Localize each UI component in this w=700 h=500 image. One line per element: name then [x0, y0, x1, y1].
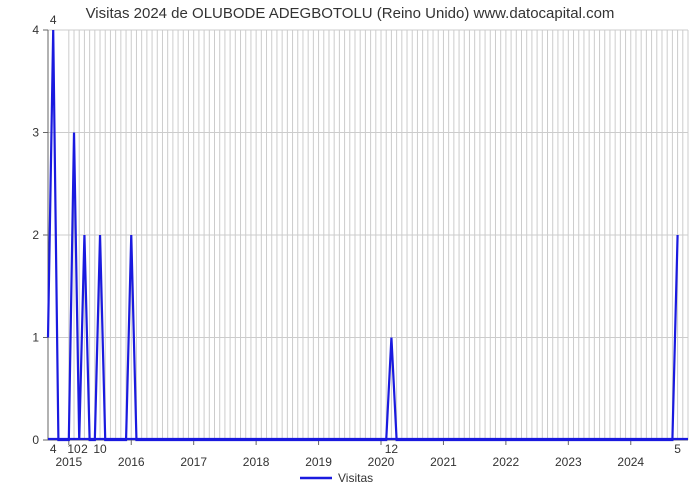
svg-text:2015: 2015	[55, 455, 82, 469]
svg-text:2021: 2021	[430, 455, 457, 469]
svg-text:2019: 2019	[305, 455, 332, 469]
svg-text:2016: 2016	[118, 455, 145, 469]
svg-text:4: 4	[50, 442, 57, 456]
svg-text:2023: 2023	[555, 455, 582, 469]
y-axis: 0 1 2 3 4	[32, 23, 48, 447]
svg-text:2018: 2018	[243, 455, 270, 469]
svg-text:1: 1	[32, 331, 39, 345]
svg-text:10: 10	[67, 442, 81, 456]
x-axis: 2015 2016 2017 2018 2019 2020 2021 2022 2023 2024	[48, 440, 688, 469]
legend-label: Visitas	[338, 471, 373, 485]
svg-text:4: 4	[50, 13, 57, 27]
svg-text:5: 5	[674, 442, 681, 456]
legend: Visitas	[300, 471, 373, 485]
svg-text:10: 10	[93, 442, 107, 456]
point-labels: 4	[50, 13, 57, 27]
svg-text:2: 2	[32, 228, 39, 242]
svg-text:0: 0	[32, 433, 39, 447]
svg-text:2017: 2017	[180, 455, 207, 469]
svg-text:2020: 2020	[368, 455, 395, 469]
chart-title: Visitas 2024 de OLUBODE ADEGBOTOLU (Rein…	[86, 5, 615, 22]
svg-text:12: 12	[385, 442, 399, 456]
svg-text:4: 4	[32, 23, 39, 37]
svg-text:2022: 2022	[493, 455, 520, 469]
svg-text:2: 2	[81, 442, 88, 456]
under-axis-labels: 410210125	[50, 442, 681, 456]
gridlines	[48, 30, 688, 440]
svg-text:3: 3	[32, 126, 39, 140]
svg-text:2024: 2024	[617, 455, 644, 469]
